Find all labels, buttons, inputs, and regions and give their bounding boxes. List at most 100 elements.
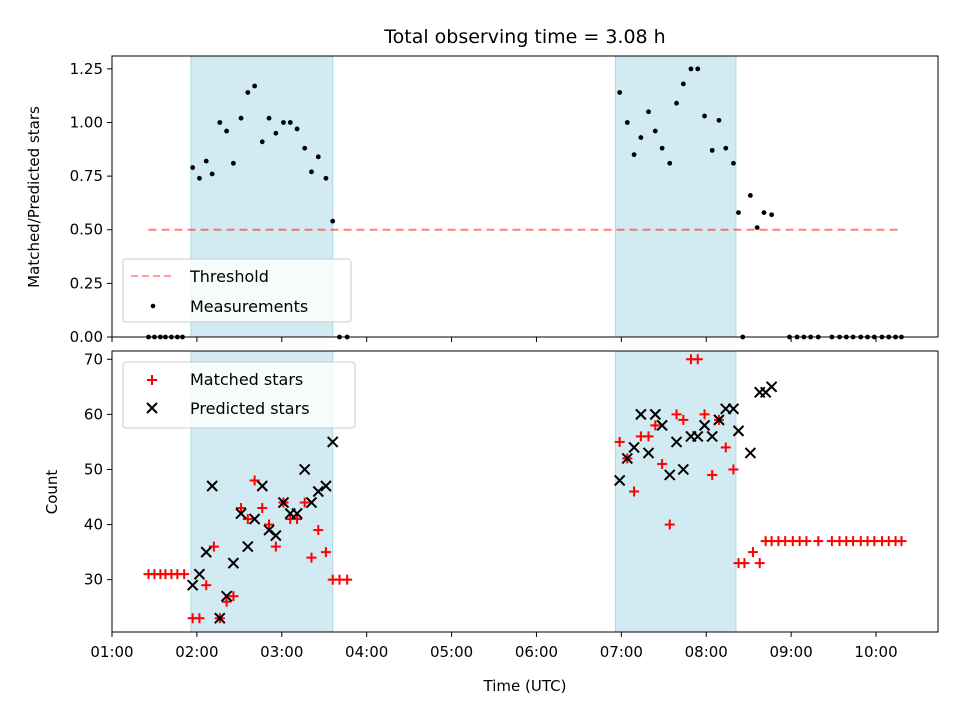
bottom-axes-frame — [111, 350, 939, 633]
measurement-point — [723, 145, 729, 151]
y-tick-label: 0.75 — [70, 167, 103, 185]
predicted-star-point — [670, 436, 683, 448]
measurement-point — [731, 160, 736, 166]
measurement-point — [624, 120, 630, 125]
matched-star-point — [194, 613, 205, 624]
measurement-point — [667, 160, 673, 166]
measurement-point — [652, 128, 658, 134]
measurement-point — [266, 115, 272, 121]
predicted-star-point — [628, 441, 640, 454]
legend-predicted-swatch — [146, 402, 158, 414]
predicted-star-point — [635, 408, 647, 421]
predicted-star-point — [206, 480, 218, 492]
measurement-point — [680, 81, 686, 87]
predicted-star-point — [698, 419, 711, 432]
predicted-star-point — [765, 381, 778, 393]
matched-star-point — [201, 580, 212, 591]
measurement-point — [709, 147, 715, 153]
y-tick-label: 30 — [84, 571, 103, 589]
measurement-point — [769, 212, 775, 218]
x-tick-label: 10:00 — [854, 643, 897, 661]
x-tick-label: 04:00 — [345, 643, 388, 661]
legend-matched-swatch — [147, 375, 157, 385]
predicted-star-point — [327, 436, 339, 448]
measurement-point — [302, 145, 308, 151]
matched-star-point — [739, 558, 750, 569]
measurement-point — [638, 135, 644, 140]
predicted-star-point — [621, 452, 634, 465]
predicted-star-point — [744, 447, 757, 459]
x-tick-label: 02:00 — [175, 643, 218, 661]
measurement-point — [659, 145, 665, 151]
predicted-star-point — [277, 496, 290, 509]
predicted-star-point — [320, 480, 332, 492]
measurement-point — [294, 126, 300, 132]
x-tick-label: 05:00 — [430, 643, 473, 661]
measurement-point — [695, 66, 701, 72]
predicted-star-point — [200, 546, 212, 558]
y-tick-label: 0.00 — [70, 328, 103, 346]
predicted-star-point — [312, 485, 324, 498]
matched-star-point — [320, 547, 331, 558]
y-tick-label: 50 — [84, 460, 103, 478]
measurement-point — [617, 90, 623, 95]
predicted-star-point — [270, 529, 282, 542]
top-y-axis-label: Matched/Predicted stars — [25, 106, 43, 288]
y-tick-label: 60 — [84, 405, 103, 423]
predicted-star-point — [220, 590, 233, 602]
measurement-point — [754, 225, 760, 231]
matched-star-point — [754, 558, 765, 569]
matched-star-point — [678, 414, 689, 425]
y-tick-label: 0.50 — [70, 221, 103, 239]
measurement-point — [273, 130, 279, 136]
x-tick-label: 03:00 — [260, 643, 303, 661]
matched-star-point — [292, 514, 303, 525]
x-tick-label: 09:00 — [770, 643, 813, 661]
legend-predicted-label: Predicted stars — [190, 399, 310, 418]
y-tick-label: 1.00 — [70, 113, 103, 131]
matched-star-point — [671, 409, 682, 420]
predicted-star-point — [656, 419, 668, 432]
x-tick-label: 08:00 — [685, 643, 728, 661]
top-axes: 0.00 0.25 0.50 0.75 1.00 1.25 Matched/Predict… — [25, 55, 939, 346]
y-tick-label: 40 — [84, 516, 103, 534]
matched-star-point — [629, 486, 640, 497]
measurement-point — [281, 120, 286, 125]
measurement-point — [747, 193, 753, 198]
predicted-star-point — [186, 579, 199, 591]
matched-star-point — [228, 591, 239, 602]
measurement-point — [252, 83, 258, 89]
measurement-point — [197, 175, 202, 181]
legend-measurements-label: Measurements — [190, 297, 308, 316]
x-tick-label: 06:00 — [515, 643, 558, 661]
matched-star-point — [692, 354, 703, 365]
matched-star-point — [707, 469, 718, 480]
figure-title: Total observing time = 3.08 h — [383, 26, 665, 48]
matched-star-point — [313, 525, 324, 536]
matched-star-point — [614, 436, 625, 447]
measurement-point — [245, 90, 251, 95]
predicted-star-point — [732, 425, 745, 437]
measurement-point — [309, 169, 314, 175]
matched-star-point — [257, 503, 268, 514]
predicted-star-point — [227, 557, 240, 569]
measurement-point — [203, 158, 209, 164]
bottom-legend: Matched stars Predicted stars — [122, 361, 356, 429]
legend-measurement-swatch — [150, 303, 156, 309]
predicted-star-point — [305, 496, 318, 509]
x-tick-label: 07:00 — [600, 643, 643, 661]
predicted-star-point — [642, 447, 655, 459]
measurement-point — [674, 100, 679, 106]
predicted-star-point — [214, 612, 226, 624]
predicted-star-point — [677, 463, 690, 476]
matched-star-point — [801, 536, 812, 547]
matched-star-point — [270, 541, 281, 552]
measurement-point — [716, 117, 722, 123]
predicted-star-point — [664, 469, 676, 481]
measurement-point — [736, 210, 741, 215]
measurement-point — [330, 218, 336, 224]
predicted-star-point — [727, 403, 740, 415]
top-legend: Threshold Measurements — [122, 258, 352, 323]
predicted-star-point — [256, 480, 268, 492]
